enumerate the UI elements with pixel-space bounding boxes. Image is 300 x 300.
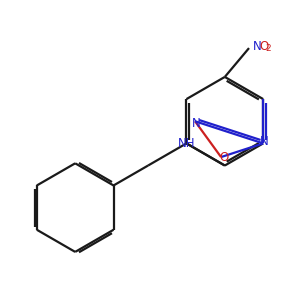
Text: N: N [191, 116, 200, 130]
Text: NH: NH [178, 137, 195, 150]
Text: O: O [220, 151, 229, 164]
Text: O: O [260, 40, 269, 53]
Text: N: N [253, 40, 261, 53]
Text: N: N [260, 135, 268, 148]
Text: 2: 2 [266, 44, 272, 53]
